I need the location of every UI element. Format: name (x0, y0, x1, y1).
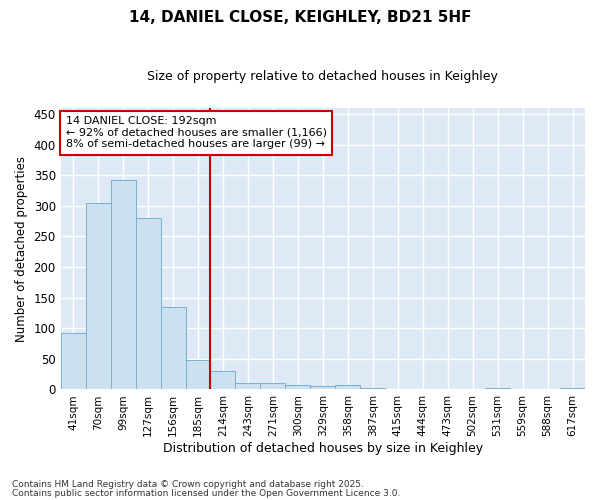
Bar (435, 389, 460, 390)
Bar (286, 384, 310, 390)
Title: Size of property relative to detached houses in Keighley: Size of property relative to detached ho… (148, 70, 498, 83)
Bar (385, 389, 410, 390)
Text: Contains public sector information licensed under the Open Government Licence 3.: Contains public sector information licen… (12, 490, 400, 498)
X-axis label: Distribution of detached houses by size in Keighley: Distribution of detached houses by size … (163, 442, 483, 455)
Bar (410, 389, 435, 390)
Bar (136, 218, 161, 390)
Bar (310, 386, 335, 390)
Bar (235, 384, 260, 390)
Bar (110, 180, 136, 390)
Bar (260, 384, 286, 390)
Bar (161, 307, 185, 390)
Bar (185, 360, 211, 390)
Bar (211, 371, 235, 390)
Bar (335, 384, 360, 390)
Bar (485, 388, 510, 390)
Y-axis label: Number of detached properties: Number of detached properties (15, 156, 28, 342)
Bar (560, 388, 585, 390)
Bar (86, 202, 110, 390)
Text: Contains HM Land Registry data © Crown copyright and database right 2025.: Contains HM Land Registry data © Crown c… (12, 480, 364, 489)
Text: 14, DANIEL CLOSE, KEIGHLEY, BD21 5HF: 14, DANIEL CLOSE, KEIGHLEY, BD21 5HF (129, 10, 471, 25)
Bar (360, 388, 385, 390)
Bar (61, 332, 86, 390)
Text: 14 DANIEL CLOSE: 192sqm
← 92% of detached houses are smaller (1,166)
8% of semi-: 14 DANIEL CLOSE: 192sqm ← 92% of detache… (66, 116, 327, 150)
